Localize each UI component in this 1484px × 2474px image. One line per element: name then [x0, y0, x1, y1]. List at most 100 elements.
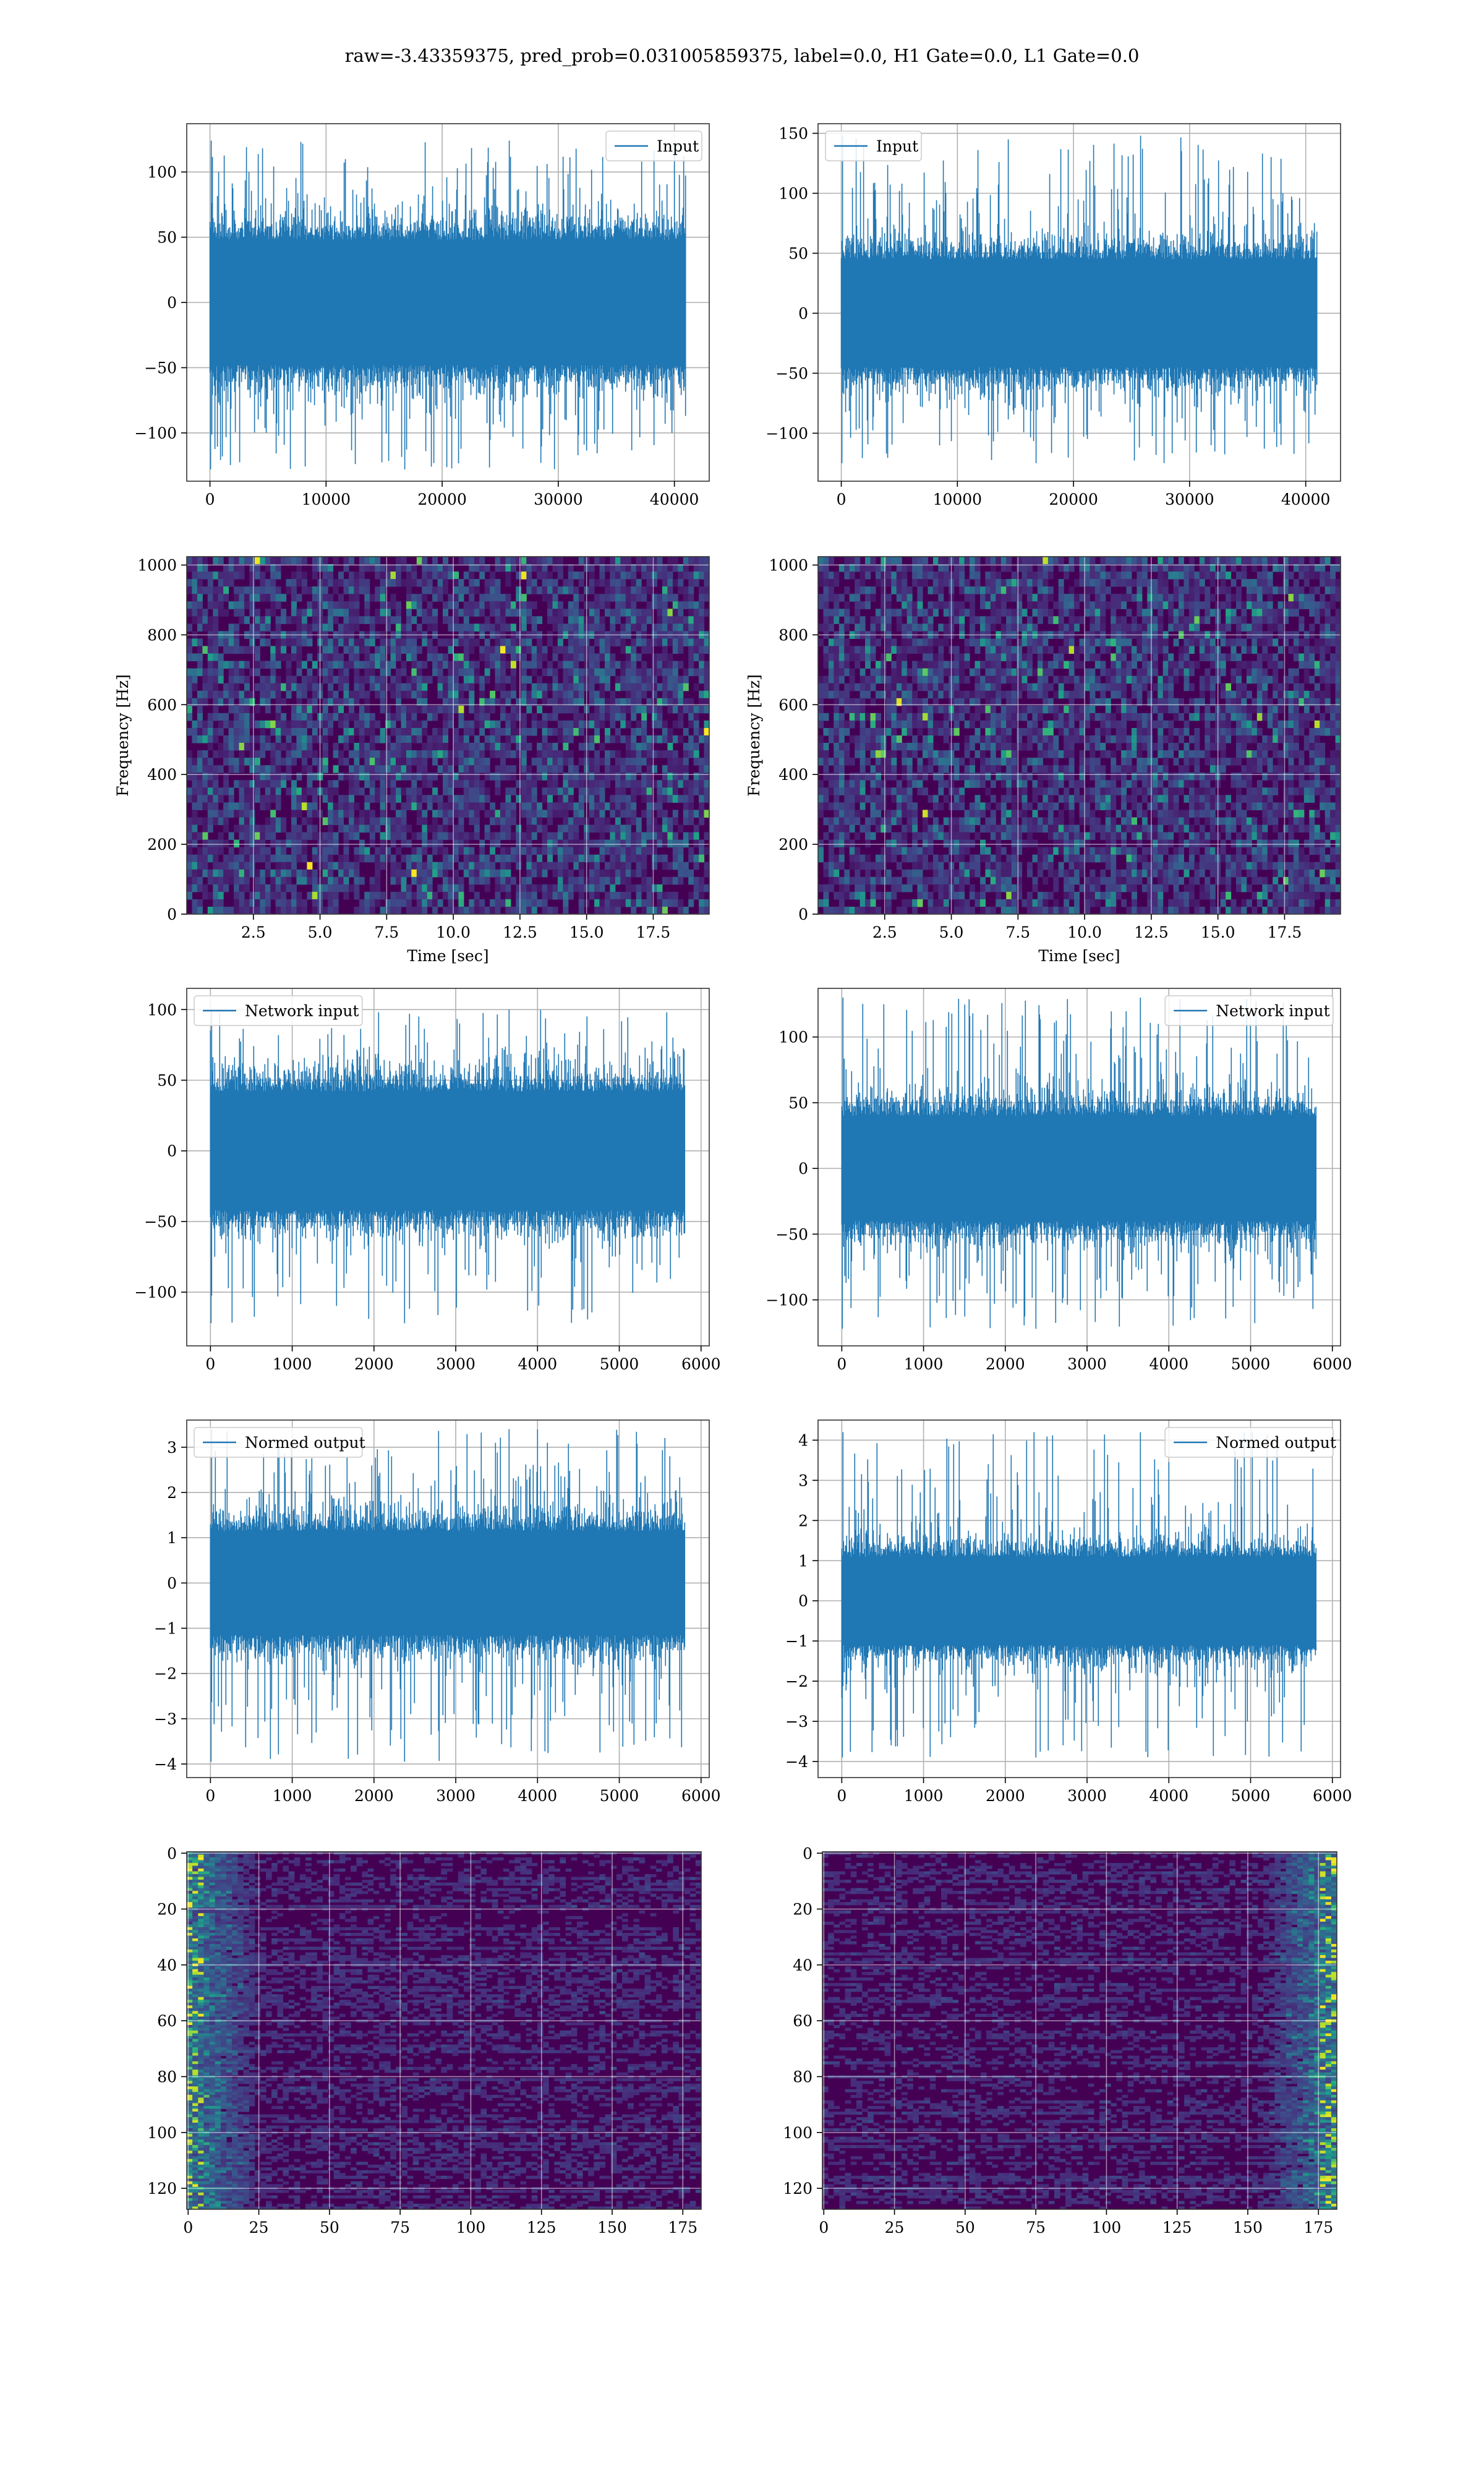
- l1-normed-output-legend-box: [1164, 1427, 1334, 1458]
- h1-input-xtick-label-2: 20000: [417, 490, 467, 508]
- l1-normed-output-ytick-label-7: 3: [798, 1471, 808, 1489]
- l1-spectrogram-xlabel: Time [sec]: [1038, 947, 1120, 965]
- l1-feature-map-ytick-label-5: 100: [783, 2124, 812, 2142]
- h1-input-legend-label: Input: [657, 137, 699, 155]
- l1-normed-output-legend: Normed output: [1164, 1427, 1336, 1458]
- h1-spectrogram-xtick-label-2: 7.5: [374, 923, 399, 941]
- l1-spectrogram-ylabel: Frequency [Hz]: [745, 674, 763, 797]
- l1-input-chart: Input 0 10000 20000 30000 40000 −100 −50 0 50 100 1…: [765, 123, 1341, 508]
- h1-network-input-xtick-label-0: 0: [205, 1355, 215, 1373]
- h1-network-input-legend-box: [194, 995, 363, 1026]
- l1-spectrogram-chart: 2.5 5.0 7.5 10.0 12.5 15.0 17.5 0 200 400 600 800 10…: [745, 556, 1341, 965]
- h1-input-xtick-label-4: 40000: [650, 490, 699, 508]
- l1-network-input-signal-line: [841, 997, 1317, 1329]
- l1-spectrogram-xtick-label-5: 15.0: [1201, 923, 1235, 941]
- h1-network-input-ytick-label-1: −50: [144, 1213, 177, 1231]
- h1-input-legend: Input: [605, 131, 702, 161]
- h1-feature-map-heatmap-cells: [187, 1852, 701, 2209]
- h1-normed-output-legend: Normed output: [194, 1427, 365, 1458]
- l1-feature-map-heatmap-cells: [822, 1852, 1337, 2209]
- l1-input-signal-line: [840, 135, 1318, 463]
- h1-spectrogram-ytick-label-0: 0: [167, 905, 177, 923]
- h1-network-input-xtick-label-3: 3000: [436, 1355, 475, 1373]
- h1-feature-map-ytick-label-5: 100: [147, 2124, 177, 2142]
- l1-spectrogram-ytick-label-4: 800: [778, 626, 808, 644]
- h1-feature-map-ytick-label-1: 20: [157, 1901, 177, 1919]
- h1-network-input-axes-frame: [186, 988, 710, 1346]
- l1-feature-map-ytick-label-0: 0: [803, 1844, 812, 1862]
- l1-spectrogram-xtick-label-4: 12.5: [1134, 923, 1169, 941]
- l1-normed-output-ytick-label-1: −3: [785, 1713, 808, 1731]
- l1-normed-output-xtick-label-0: 0: [837, 1787, 846, 1805]
- l1-input-xtick-label-4: 40000: [1281, 490, 1331, 508]
- l1-normed-output-chart: Normed output 0 1000 2000 3000 4000 5000 6000 −4…: [785, 1419, 1352, 1805]
- h1-network-input-xtick-label-2: 2000: [354, 1355, 394, 1373]
- l1-normed-output-ytick-label-3: −1: [785, 1632, 808, 1650]
- l1-normed-output-xtick-label-3: 3000: [1067, 1787, 1107, 1805]
- l1-network-input-xtick-label-5: 5000: [1231, 1355, 1271, 1373]
- h1-feature-map-xtick-label-6: 150: [597, 2219, 627, 2236]
- l1-feature-map-xtick-label-4: 100: [1092, 2219, 1122, 2236]
- h1-normed-output-ytick-label-6: 2: [167, 1484, 177, 1502]
- h1-input-ytick-label-0: −100: [134, 424, 177, 442]
- h1-feature-map-xtick-label-7: 175: [668, 2219, 697, 2236]
- l1-feature-map-xtick-label-0: 0: [819, 2219, 829, 2236]
- l1-normed-output-ytick-label-6: 2: [798, 1512, 808, 1530]
- l1-input-ytick-label-3: 50: [788, 244, 808, 262]
- h1-spectrogram-xlabel: Time [sec]: [407, 947, 488, 965]
- l1-input-ytick-label-2: 0: [798, 304, 808, 322]
- h1-input-chart: Input 0 10000 20000 30000 40000 −100 −50 0 50 100: [134, 123, 710, 508]
- l1-feature-map-axes-frame: [822, 1851, 1337, 2210]
- l1-network-input-legend: Network input: [1164, 995, 1334, 1026]
- h1-normed-output-ytick-label-4: 0: [167, 1574, 177, 1592]
- l1-network-input-ytick-label-4: 100: [778, 1029, 808, 1047]
- h1-network-input-ytick-label-2: 0: [167, 1142, 177, 1160]
- h1-network-input-ytick-label-3: 50: [157, 1071, 177, 1089]
- h1-normed-output-xtick-label-0: 0: [205, 1787, 215, 1805]
- h1-input-signal-line: [209, 140, 686, 469]
- h1-spectrogram-xtick-label-5: 15.0: [569, 923, 604, 941]
- h1-network-input-xtick-label-4: 4000: [518, 1355, 557, 1373]
- l1-network-input-ytick-label-0: −100: [765, 1291, 808, 1309]
- h1-spectrogram-heatmap-cells: [187, 557, 709, 914]
- h1-input-xtick-label-1: 10000: [302, 490, 351, 508]
- l1-normed-output-ytick-label-5: 1: [798, 1552, 808, 1570]
- h1-spectrogram-chart: 2.5 5.0 7.5 10.0 12.5 15.0 17.5 0 200 400 600 800 10…: [114, 556, 710, 965]
- l1-feature-map-xtick-label-5: 125: [1162, 2219, 1192, 2236]
- h1-feature-map-xtick-label-4: 100: [456, 2219, 486, 2236]
- l1-input-ytick-label-0: −100: [765, 424, 808, 442]
- l1-feature-map-chart: 0 25 50 75 100 125 150 175 0 20 40 60 80 100 120: [783, 1844, 1337, 2236]
- l1-feature-map-xtick-label-7: 175: [1303, 2219, 1333, 2236]
- l1-normed-output-signal-line: [841, 1432, 1317, 1758]
- l1-feature-map-xtick-label-6: 150: [1233, 2219, 1263, 2236]
- h1-feature-map-ytick-label-2: 40: [157, 1956, 177, 1974]
- l1-feature-map-xtick-label-1: 25: [885, 2219, 905, 2236]
- l1-input-legend-label: Input: [876, 137, 918, 155]
- h1-feature-map-xtick-label-2: 50: [320, 2219, 339, 2236]
- h1-network-input-signal-line: [210, 1009, 686, 1324]
- h1-normed-output-xtick-label-2: 2000: [354, 1787, 394, 1805]
- h1-normed-output-xtick-label-1: 1000: [273, 1787, 312, 1805]
- h1-normed-output-xtick-label-4: 4000: [518, 1787, 557, 1805]
- h1-input-ytick-label-4: 100: [147, 163, 177, 181]
- l1-normed-output-ytick-label-0: −4: [785, 1753, 808, 1771]
- h1-input-ytick-label-3: 50: [157, 229, 177, 247]
- l1-input-legend: Input: [825, 131, 922, 161]
- h1-normed-output-legend-box: [194, 1427, 363, 1458]
- l1-spectrogram-ytick-label-3: 600: [778, 696, 808, 714]
- h1-normed-output-legend-label: Normed output: [245, 1434, 365, 1452]
- l1-feature-map-ytick-label-1: 20: [793, 1901, 812, 1919]
- h1-normed-output-axes-frame: [186, 1419, 710, 1778]
- l1-input-ytick-label-1: −50: [775, 364, 808, 382]
- l1-normed-output-xtick-label-6: 6000: [1313, 1787, 1352, 1805]
- h1-normed-output-ytick-label-1: −3: [154, 1710, 177, 1728]
- l1-normed-output-ytick-label-4: 0: [798, 1592, 808, 1610]
- l1-network-input-xtick-label-3: 3000: [1067, 1355, 1107, 1373]
- figure-suptitle: raw=-3.43359375, pred_prob=0.03100585937…: [345, 45, 1140, 67]
- l1-spectrogram-ytick-label-5: 1000: [769, 557, 808, 575]
- h1-network-input-xtick-label-1: 1000: [273, 1355, 312, 1373]
- l1-spectrogram-xtick-label-0: 2.5: [872, 923, 897, 941]
- l1-network-input-xtick-label-1: 1000: [904, 1355, 944, 1373]
